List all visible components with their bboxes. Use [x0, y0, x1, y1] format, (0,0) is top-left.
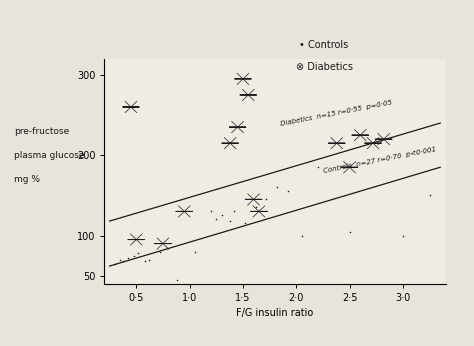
Text: mg %: mg %	[14, 175, 40, 184]
Point	[207, 209, 215, 214]
Text: Controls  n=27 r=0·70  p<0·001: Controls n=27 r=0·70 p<0·001	[323, 146, 437, 174]
Point	[130, 253, 138, 258]
Point	[191, 249, 199, 254]
Point	[241, 221, 249, 226]
Text: pre-fructose: pre-fructose	[14, 127, 70, 136]
Point	[314, 164, 321, 170]
Point	[346, 229, 353, 234]
Point	[399, 233, 407, 238]
Text: plasma glucose: plasma glucose	[14, 151, 85, 160]
Point	[141, 258, 148, 264]
Point	[263, 197, 270, 202]
Point	[410, 148, 417, 154]
Point	[298, 233, 305, 238]
Point	[226, 218, 234, 224]
Point	[284, 189, 292, 194]
Point	[119, 258, 127, 264]
Text: ⊗ Diabetics: ⊗ Diabetics	[296, 63, 353, 72]
Point	[135, 251, 142, 256]
Point	[117, 257, 124, 262]
Point	[212, 217, 220, 222]
Point	[273, 184, 281, 190]
Point	[252, 204, 260, 210]
Point	[230, 209, 238, 214]
Point	[426, 193, 433, 198]
Point	[218, 213, 225, 218]
Point	[173, 277, 181, 282]
Point	[145, 257, 153, 262]
Text: Diabetics  n=15 r=0·55  p=0·05: Diabetics n=15 r=0·55 p=0·05	[280, 100, 393, 127]
Point	[124, 255, 131, 261]
Point	[156, 249, 164, 254]
X-axis label: F/G insulin ratio: F/G insulin ratio	[237, 308, 313, 318]
Point	[111, 261, 118, 266]
Text: • Controls: • Controls	[299, 40, 348, 50]
